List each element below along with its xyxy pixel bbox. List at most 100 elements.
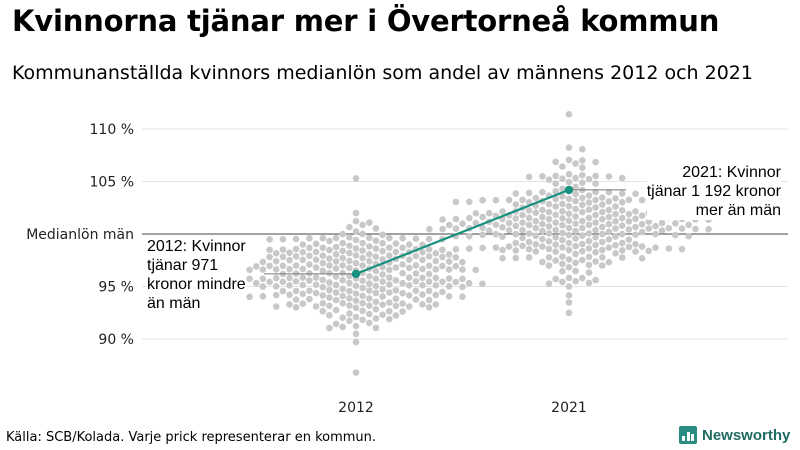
swarm-dot <box>332 234 340 242</box>
swarm-dot <box>292 296 300 304</box>
swarm-dot <box>299 281 307 289</box>
swarm-dot <box>512 201 520 208</box>
swarm-dot <box>399 234 406 242</box>
swarm-dot <box>572 174 579 182</box>
swarm-dot <box>452 215 460 223</box>
swarm-dot <box>599 208 606 216</box>
swarm-dot <box>525 238 533 246</box>
swarm-dot <box>479 213 486 221</box>
swarm-dot <box>339 262 347 269</box>
swarm-dot <box>312 303 320 310</box>
swarm-dot <box>312 274 320 281</box>
swarm-dot <box>319 267 327 275</box>
swarm-dot <box>678 225 686 232</box>
swarm-dot <box>618 222 626 229</box>
highlight-line <box>355 188 570 275</box>
swarm-dot <box>499 233 506 240</box>
swarm-dot <box>572 213 579 220</box>
swarm-dot <box>346 287 353 295</box>
swarm-dot <box>552 180 559 187</box>
swarm-dot <box>592 258 599 265</box>
swarm-dot <box>379 256 386 263</box>
swarm-dot <box>559 244 566 251</box>
swarm-dot <box>366 295 373 302</box>
swarm-dot <box>399 289 406 297</box>
swarm-dot <box>266 262 273 270</box>
y-axis-ticks: 90 % 95 % 105 % 110 % Medianlön män <box>26 122 134 348</box>
swarm-dot <box>525 189 533 197</box>
swarm-dot <box>512 247 520 254</box>
swarm-dot <box>545 280 553 288</box>
swarm-dot <box>346 249 353 257</box>
swarm-dot <box>445 266 453 273</box>
swarm-dot <box>618 214 626 222</box>
swarm-dot <box>466 198 473 206</box>
swarm-dot <box>559 253 566 260</box>
swarm-dot <box>332 289 340 296</box>
swarm-dot <box>405 256 413 264</box>
swarm-dot <box>579 145 586 153</box>
swarm-dot <box>379 271 386 278</box>
swarm-dot <box>618 199 626 206</box>
swarm-dot <box>599 238 606 246</box>
swarm-dot <box>579 224 586 232</box>
swarm-dot <box>445 251 453 258</box>
swarm-dot <box>439 216 446 223</box>
swarm-dot <box>279 235 287 243</box>
swarm-dot <box>339 276 347 284</box>
swarm-dot <box>532 241 540 248</box>
swarm-dot <box>439 262 446 270</box>
swarm-dot <box>618 190 626 197</box>
swarm-dot <box>392 302 400 310</box>
swarm-dot <box>599 216 606 223</box>
swarm-dot <box>379 286 386 293</box>
swarm-dot <box>339 285 347 293</box>
swarm-dot <box>326 237 333 245</box>
y-tick-label: 95 % <box>98 280 134 296</box>
swarm-dot <box>605 244 613 251</box>
swarm-dot <box>339 254 347 262</box>
swarm-dot <box>652 230 659 238</box>
swarm-dot <box>539 173 546 180</box>
swarm-dot <box>479 224 486 231</box>
swarm-dot <box>386 281 393 288</box>
swarm-dot <box>665 245 673 252</box>
annotation-line: tjänar 1 192 kronor <box>646 183 781 200</box>
swarm-dot <box>565 195 573 203</box>
annotation-line: tjänar 971 <box>147 257 219 274</box>
swarm-dot <box>585 261 593 269</box>
swarm-dot <box>565 283 573 290</box>
swarm-dot <box>419 291 426 298</box>
swarm-dot <box>299 290 307 298</box>
swarm-dot <box>585 237 593 245</box>
swarm-dot <box>638 212 646 219</box>
swarm-dot <box>565 210 573 217</box>
swarm-dot <box>266 253 273 261</box>
swarm-dot <box>599 201 606 208</box>
swarm-dot <box>366 234 373 242</box>
swarm-dot <box>585 230 593 237</box>
swarm-dot <box>299 300 307 308</box>
swarm-dot <box>552 188 559 195</box>
swarm-dot <box>618 174 626 182</box>
swarm-dot <box>326 286 333 294</box>
swarm-dot <box>519 219 526 226</box>
swarm-dot <box>312 248 320 256</box>
swarm-dot <box>299 274 307 282</box>
swarm-dot <box>366 258 373 265</box>
swarm-dot <box>279 287 287 295</box>
swarm-dot <box>592 211 599 219</box>
swarm-dot <box>432 250 440 257</box>
swarm-dot <box>326 255 333 262</box>
swarm-dot <box>319 307 327 315</box>
x-tick-label: 2012 <box>338 400 374 416</box>
swarm-dot <box>565 231 573 239</box>
swarm-dot <box>612 225 619 232</box>
swarm-dot <box>359 262 366 269</box>
swarm-dot <box>372 225 380 232</box>
swarm-dot <box>326 262 333 269</box>
swarm-dot <box>312 281 320 289</box>
swarm-dot <box>326 312 333 319</box>
swarm-dot <box>499 208 506 215</box>
swarm-dot <box>412 252 420 260</box>
